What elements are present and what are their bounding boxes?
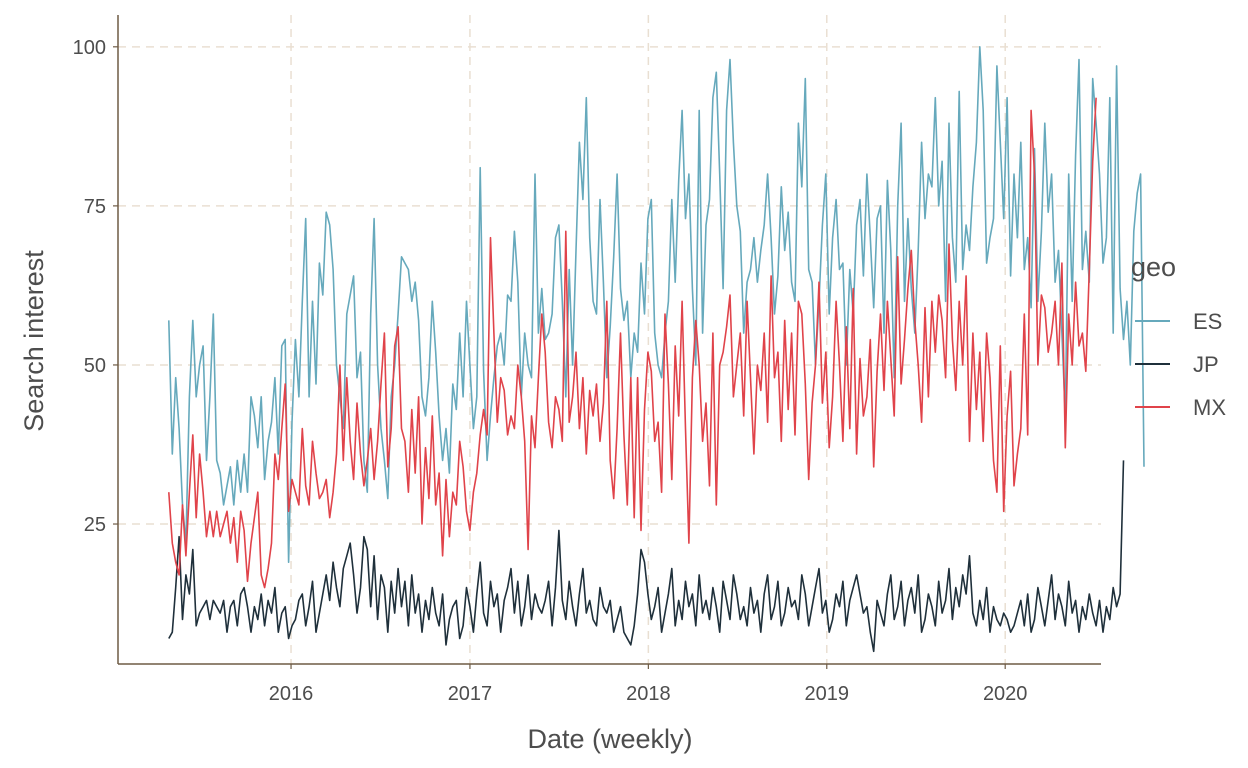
x-tick-label: 2020 xyxy=(983,683,1028,705)
y-tick-label: 75 xyxy=(84,196,106,218)
x-tick-label: 2019 xyxy=(805,683,850,705)
legend-items: ES JP MX xyxy=(1135,309,1226,420)
y-tick-label: 25 xyxy=(84,514,106,536)
y-axis-title: Search interest xyxy=(19,250,49,432)
x-tick-label: 2016 xyxy=(269,683,314,705)
x-axis-title: Date (weekly) xyxy=(527,724,692,754)
axes xyxy=(117,15,1101,665)
y-tick-label: 50 xyxy=(84,355,106,377)
tick-marks: 2016 2017 2018 2019 2020 25 50 75 100 xyxy=(73,37,1028,705)
legend-label-es: ES xyxy=(1193,309,1222,334)
legend: geo ES JP MX xyxy=(1131,252,1226,420)
x-tick-label: 2018 xyxy=(626,683,671,705)
series-line-jp xyxy=(168,460,1125,653)
legend-label-mx: MX xyxy=(1193,395,1226,420)
legend-title: geo xyxy=(1131,252,1176,282)
series-line-mx xyxy=(168,97,1097,589)
series-lines xyxy=(168,45,1145,653)
series-line-es xyxy=(168,45,1145,564)
grid-lines xyxy=(118,15,1101,664)
y-tick-label: 100 xyxy=(73,37,106,59)
legend-label-jp: JP xyxy=(1193,352,1219,377)
x-tick-label: 2017 xyxy=(448,683,493,705)
